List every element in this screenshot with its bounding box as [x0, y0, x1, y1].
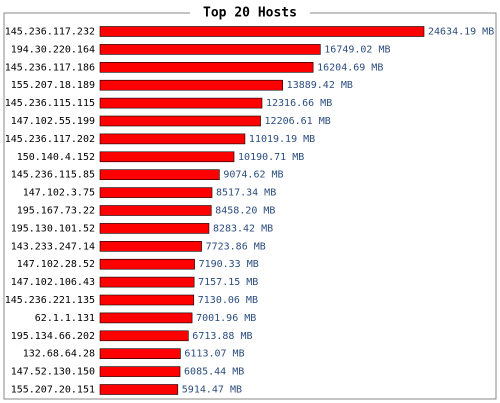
category-label: 195.130.101.52: [11, 223, 95, 234]
category-label: 143.233.247.14: [11, 241, 95, 252]
value-label: 12206.61 MB: [265, 116, 331, 127]
bar: [99, 258, 195, 270]
bar: [99, 151, 235, 163]
value-label: 8517.34 MB: [216, 188, 276, 199]
category-label: 147.102.3.75: [23, 188, 95, 199]
value-label: 7001.96 MB: [196, 313, 256, 324]
bar: [99, 348, 181, 360]
chart-title: Top 20 Hosts: [203, 6, 297, 21]
value-label: 12316.66 MB: [266, 98, 332, 109]
value-label: 11019.19 MB: [249, 134, 315, 145]
bar: [99, 97, 263, 109]
value-label: 6113.07 MB: [184, 349, 244, 360]
value-label: 6085.44 MB: [184, 367, 244, 378]
frame: [3, 12, 497, 400]
category-label: 145.236.115.85: [11, 170, 95, 181]
category-label: 145.236.117.186: [5, 62, 95, 73]
category-label: 145.236.221.135: [5, 295, 95, 306]
bar: [99, 294, 195, 306]
category-label: 145.236.117.232: [5, 27, 95, 38]
category-label: 194.30.220.164: [11, 44, 95, 55]
bar: [99, 61, 314, 73]
category-label: 147.102.28.52: [17, 259, 95, 270]
category-label: 147.102.55.199: [11, 116, 95, 127]
bar: [99, 384, 179, 395]
category-label: 195.167.73.22: [17, 206, 95, 217]
value-label: 13889.42 MB: [287, 80, 353, 91]
category-label: 147.102.106.43: [11, 277, 95, 288]
category-label: 145.236.115.115: [5, 98, 95, 109]
bar: [99, 133, 246, 145]
bar: [99, 223, 210, 234]
value-label: 8283.42 MB: [213, 223, 273, 234]
value-label: 7190.33 MB: [199, 259, 259, 270]
category-label: 145.236.117.202: [5, 134, 95, 145]
value-label: 8458.20 MB: [215, 206, 275, 217]
bar: [99, 330, 189, 342]
category-label: 195.134.66.202: [11, 331, 95, 342]
bar: [99, 79, 283, 91]
value-label: 5914.47 MB: [182, 385, 242, 396]
value-label: 7723.86 MB: [206, 241, 266, 252]
category-label: 150.140.4.152: [17, 152, 95, 163]
value-label: 24634.19 MB: [428, 27, 494, 38]
category-label: 147.52.130.150: [11, 367, 95, 378]
bar: [99, 205, 212, 216]
value-label: 7130.06 MB: [198, 295, 258, 306]
bar: [99, 115, 261, 127]
value-label: 10190.71 MB: [238, 152, 304, 163]
bar: [99, 366, 181, 377]
value-label: 7157.15 MB: [198, 277, 258, 288]
bar: [99, 276, 195, 288]
value-label: 9074.62 MB: [223, 170, 283, 181]
value-label: 6713.88 MB: [192, 331, 252, 342]
category-label: 62.1.1.131: [35, 313, 95, 324]
bar: [99, 312, 193, 324]
category-label: 155.207.18.189: [11, 80, 95, 91]
bar: [99, 26, 425, 37]
value-label: 16749.02 MB: [324, 44, 390, 55]
bar: [99, 241, 202, 252]
category-label: 132.68.64.28: [23, 349, 95, 360]
category-label: 155.207.20.151: [11, 385, 95, 396]
bar: [99, 44, 321, 55]
bar: [99, 169, 220, 180]
value-label: 16204.69 MB: [317, 62, 383, 73]
bar: [99, 187, 213, 198]
